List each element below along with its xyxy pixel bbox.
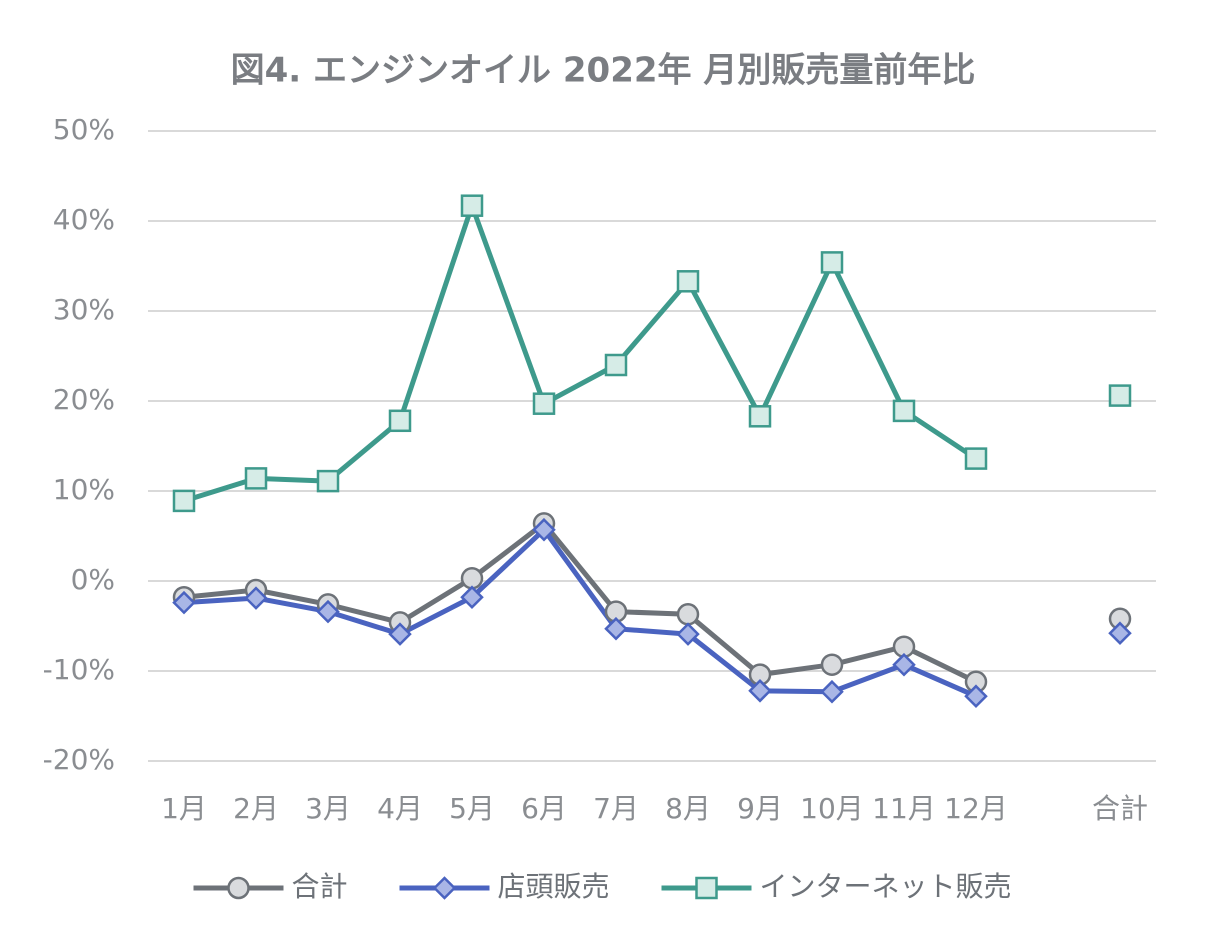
y-tick-label: 20% (53, 383, 115, 416)
point-marker (532, 392, 556, 415)
point-marker (820, 679, 844, 704)
x-tick-label: 12月 (944, 792, 1008, 825)
legend-label: 合計 (292, 870, 348, 903)
point-marker (964, 684, 988, 708)
x-tick-label: 2月 (233, 792, 279, 825)
y-tick-label: 10% (53, 473, 115, 506)
x-tick-label: 5月 (449, 792, 495, 825)
legend-marker (695, 876, 718, 900)
legend-label: インターネット販売 (760, 870, 1012, 903)
point-marker (820, 251, 844, 274)
point-marker (316, 599, 340, 624)
y-tick-label: 50% (53, 113, 115, 146)
point-marker (676, 603, 700, 626)
point-marker (676, 622, 700, 646)
point-marker (892, 652, 916, 677)
point-marker (172, 590, 196, 615)
x-tick-label: 7月 (593, 792, 639, 825)
point-marker (892, 399, 916, 423)
point-marker (388, 409, 412, 433)
point-marker (964, 447, 988, 470)
x-tick-label: 合計 (1092, 792, 1148, 825)
y-tick-label: 0% (71, 563, 115, 596)
point-marker (748, 679, 772, 703)
legend-marker (227, 876, 250, 900)
x-tick-label: 9月 (737, 792, 783, 825)
chart-title: 図4. エンジンオイル 2022年 月別販売量前年比 (231, 51, 976, 91)
legend-label: 店頭販売 (498, 870, 610, 903)
x-tick-label: 6月 (521, 792, 567, 825)
point-marker (316, 469, 340, 493)
point-marker (460, 194, 484, 217)
x-tick-label: 4月 (377, 792, 423, 825)
x-tick-label: 11月 (872, 792, 936, 825)
point-marker (244, 467, 268, 490)
point-marker (1108, 384, 1132, 407)
point-marker (1108, 621, 1132, 645)
point-marker (532, 517, 556, 542)
x-tick-label: 3月 (305, 792, 351, 825)
point-marker (748, 405, 772, 428)
point-marker (460, 567, 484, 590)
point-marker (604, 616, 628, 641)
point-marker (172, 489, 196, 513)
x-tick-label: 1月 (161, 792, 207, 825)
point-marker (460, 585, 484, 609)
legend-marker (432, 876, 457, 900)
y-tick-label: 30% (53, 293, 115, 326)
point-marker (820, 653, 844, 676)
point-marker (388, 622, 412, 646)
y-tick-label: -20% (43, 743, 115, 776)
y-tick-label: 40% (53, 203, 115, 236)
x-tick-label: 10月 (800, 792, 864, 825)
y-tick-label: -10% (43, 653, 115, 686)
point-marker (676, 270, 700, 293)
point-marker (244, 586, 268, 610)
point-marker (604, 353, 628, 377)
x-tick-label: 8月 (665, 792, 711, 825)
